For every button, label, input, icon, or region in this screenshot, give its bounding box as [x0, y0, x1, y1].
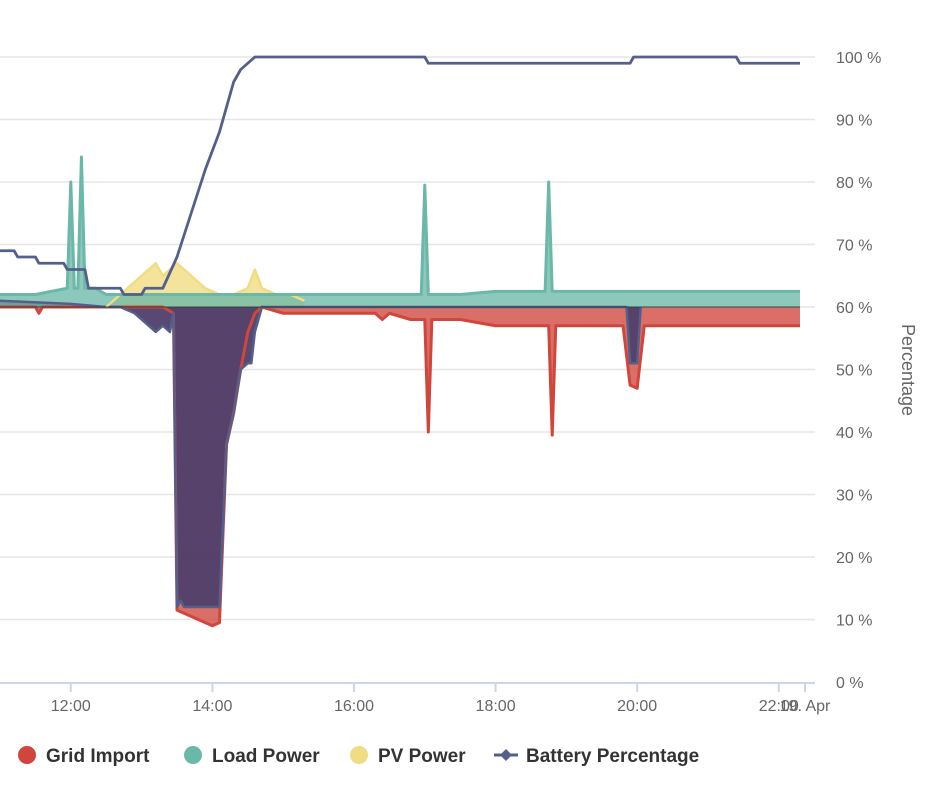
y-tick-label: 50 % [836, 363, 872, 380]
gridlines [0, 56, 815, 621]
legend-item-grid-import[interactable]: Grid Import [18, 746, 150, 767]
legend-label: PV Power [378, 746, 466, 767]
series-areas [0, 157, 800, 626]
legend-marker [18, 746, 36, 764]
y-tick-label: 30 % [836, 488, 872, 505]
y-tick-label: 80 % [836, 175, 872, 192]
x-tick-label: 12:00 [51, 698, 91, 715]
legend-item-load-power[interactable]: Load Power [184, 746, 320, 767]
y-tick-label: 60 % [836, 300, 872, 317]
load-power-area [0, 157, 800, 307]
legend-item-battery[interactable]: Battery Percentage [494, 746, 699, 767]
load-power-line [0, 155, 800, 296]
y-axis-title: Percentage [898, 324, 918, 416]
series-lines [0, 55, 800, 628]
axes: 0 % 10 % 20 % 30 % 40 % 50 % 60 % 70 % 80 % 90 % 1… [0, 50, 881, 715]
grid-import-line [0, 305, 800, 628]
x-tick-label: 18:00 [476, 698, 516, 715]
x-tick-label: 19. Apr [780, 698, 831, 715]
battery-discharge-area [0, 300, 641, 607]
legend-marker [184, 746, 202, 764]
legend-diamond-marker [500, 749, 512, 761]
legend-label: Load Power [212, 746, 320, 767]
x-tick-label: 22:00 [759, 698, 799, 715]
grid-import-area [0, 307, 800, 626]
y-tick-label: 100 % [836, 50, 881, 67]
y-tick-label: 10 % [836, 613, 872, 630]
y-tick-label: 40 % [836, 425, 872, 442]
pv-power-line [105, 262, 305, 308]
y-tick-label: 70 % [836, 238, 872, 255]
legend[interactable]: Grid Import Load Power PV Power Battery Per… [18, 746, 699, 767]
x-tick-label: 20:00 [617, 698, 657, 715]
y-tick-label: 0 % [836, 675, 864, 692]
y-tick-label: 20 % [836, 550, 872, 567]
battery-discharge-line [0, 299, 642, 609]
legend-marker [350, 746, 368, 764]
y-tick-label: 90 % [836, 113, 872, 130]
legend-label: Battery Percentage [526, 746, 699, 767]
x-tick-label: 14:00 [192, 698, 232, 715]
legend-label: Grid Import [46, 746, 150, 767]
legend-item-pv-power[interactable]: PV Power [350, 746, 466, 767]
battery-percentage-line [0, 55, 800, 296]
x-tick-label: 16:00 [334, 698, 374, 715]
